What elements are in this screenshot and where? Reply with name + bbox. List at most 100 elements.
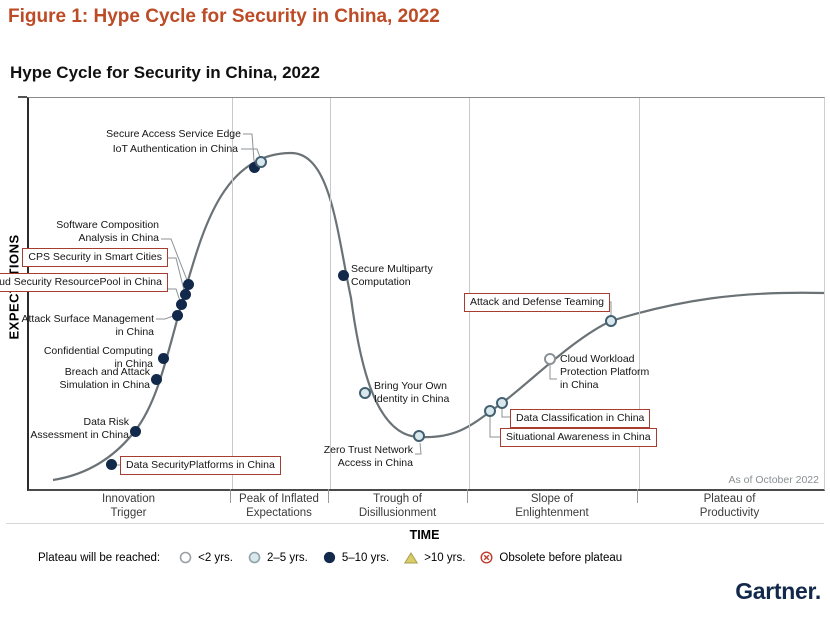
cloud-security-resource-pool-label: Cloud Security ResourcePool in China	[0, 273, 168, 292]
software-composition-analysis-label: Software Composition Analysis in China	[56, 219, 159, 245]
iot-authentication-label-line: IoT Authentication in China	[112, 143, 238, 155]
confidential-computing-dot	[157, 352, 169, 364]
phase-label-line: Slope of	[530, 493, 574, 505]
attack-and-defense-teaming-dot	[605, 315, 617, 327]
legend-item-label: Obsolete before plateau	[499, 551, 623, 564]
triangle-icon	[404, 551, 419, 564]
attack-surface-management-label-line: in China	[115, 326, 154, 338]
cloud-workload-protection-platform-connector	[549, 365, 557, 380]
bring-your-own-identity-dot	[359, 387, 371, 399]
obsolete-icon	[480, 551, 493, 564]
phase-label-1: Innovation Trigger	[27, 489, 230, 522]
confidential-computing-label: Confidential Computing in China	[44, 345, 153, 371]
zero-trust-network-access-label: Zero Trust Network Access in China	[324, 444, 413, 470]
data-security-platforms-label-line: Platforms in China	[189, 459, 275, 471]
zero-trust-network-access-dot	[413, 430, 425, 442]
breach-and-attack-simulation-label: Breach and Attack Simulation in China	[60, 366, 150, 392]
secure-multiparty-computation-label-line: Secure Multiparty	[351, 263, 433, 275]
breach-and-attack-simulation-label-line: Simulation in China	[59, 379, 150, 391]
iot-authentication-connector	[241, 148, 261, 158]
legend-item-label: <2 yrs.	[198, 551, 233, 564]
phase-label-line: Trough of	[373, 493, 422, 505]
attack-surface-management-label-line: Attack Surface Management	[21, 313, 155, 325]
phase-label-4: Slope of Enlightenment	[467, 489, 637, 522]
cloud-workload-protection-platform-label: Cloud Workload Protection Platform in Chin…	[560, 353, 649, 392]
phase-label-line: Trigger	[110, 507, 147, 519]
software-composition-analysis-dot	[182, 278, 194, 290]
phase-axis-tick-1	[230, 489, 231, 503]
phase-axis: Innovation Trigger Peak of Inflated Expecta…	[27, 489, 822, 522]
data-risk-assessment-label-line: Assessment in China	[30, 429, 129, 441]
situational-awareness-label-line: Situational Awareness in China	[506, 431, 651, 443]
secure-multiparty-computation-label-line: Computation	[351, 276, 411, 288]
cloud-security-resource-pool-label-line: Cloud Security Resource	[0, 276, 100, 288]
zero-trust-network-access-label-line: Access in China	[337, 457, 413, 469]
circle-dark-icon	[323, 551, 336, 564]
legend-item-5: Obsolete before plateau	[480, 551, 622, 564]
cps-security-in-smart-cities-dot	[179, 288, 191, 300]
secure-access-service-edge-dot	[248, 161, 260, 173]
phase-label-line: Peak of Inflated	[239, 493, 319, 505]
phase-axis-tick-3	[467, 489, 468, 503]
attack-and-defense-teaming-label: Attack and Defense Teaming	[463, 293, 610, 312]
phase-label-line: Expectations	[246, 507, 312, 519]
phase-label-3: Trough of Disillusionment	[328, 489, 467, 522]
confidential-computing-label-line: Confidential Computing	[43, 345, 153, 357]
data-risk-assessment-dot	[129, 425, 141, 437]
phase-label-line: Plateau of	[703, 493, 756, 505]
bring-your-own-identity-label-line: Bring Your Own	[374, 380, 447, 392]
phase-label-line: Disillusionment	[358, 507, 437, 519]
zero-trust-network-access-label-line: Zero Trust Network	[323, 444, 413, 456]
confidential-computing-label-line: in China	[114, 358, 153, 370]
zero-trust-network-access-connector	[415, 442, 422, 455]
cloud-security-resource-pool-dot	[175, 298, 187, 310]
phase-label-line: Enlightenment	[515, 507, 589, 519]
cps-security-in-smart-cities-label: CPS Security in Smart Cities	[22, 248, 168, 267]
software-composition-analysis-connector	[161, 238, 188, 281]
y-axis-top-tick	[18, 96, 27, 98]
attack-and-defense-teaming-label-line: Attack and Defense Teaming	[469, 296, 604, 308]
data-risk-assessment-label: Data Risk Assessment in China	[30, 416, 129, 442]
data-classification-dot	[496, 397, 508, 409]
cloud-workload-protection-platform-label-line: Cloud Workload	[560, 353, 635, 365]
legend-item-label: 5–10 yrs.	[341, 551, 390, 564]
bring-your-own-identity-label: Bring Your Own Identity in China	[374, 380, 449, 406]
legend-item-2: 2–5 yrs.	[248, 551, 308, 564]
gartner-logo: Gartner.	[735, 578, 821, 604]
secure-access-service-edge-label-line: Secure Access Service Edge	[106, 128, 241, 140]
legend-item-4: >10 yrs.	[404, 552, 465, 564]
data-classification-connector	[501, 409, 510, 418]
situational-awareness-label: Situational Awareness in China	[500, 428, 657, 447]
phase-label-2: Peak of Inflated Expectations	[230, 489, 328, 522]
software-composition-analysis-label-line: Software Composition	[56, 219, 159, 231]
attack-surface-management-dot	[171, 309, 183, 321]
attack-surface-management-label: Attack Surface Management in China	[22, 313, 155, 339]
legend-item-1: <2 yrs.	[179, 551, 233, 564]
cloud-security-resource-pool-connector	[168, 288, 181, 302]
phase-axis-underline	[6, 523, 824, 524]
secure-access-service-edge-connector	[243, 133, 255, 162]
secure-multiparty-computation-dot	[337, 269, 349, 281]
circle-open-icon	[179, 551, 192, 564]
attack-surface-management-connector	[156, 315, 174, 320]
phase-label-line: Productivity	[699, 507, 760, 519]
situational-awareness-dot	[484, 405, 496, 417]
chart-title: Hype Cycle for Security in China, 2022	[10, 63, 320, 82]
data-security-platforms-label-line: Data Security	[126, 459, 190, 471]
phase-axis-tick-4	[637, 489, 638, 503]
cps-security-in-smart-cities-label-line: CPS Security in Smart Cities	[28, 251, 162, 263]
phase-divider-4	[639, 98, 640, 489]
data-security-platforms-label: Data SecurityPlatforms in China	[120, 456, 281, 475]
phase-divider-1	[232, 98, 233, 489]
bring-your-own-identity-label-line: Identity in China	[374, 393, 450, 405]
cloud-workload-protection-platform-label-line: Protection Platform	[560, 366, 650, 378]
data-security-platforms-dot	[105, 458, 117, 470]
curve-path	[52, 151, 824, 482]
iot-authentication-label: IoT Authentication in China	[113, 143, 238, 156]
legend-item-label: 2–5 yrs.	[266, 551, 308, 564]
breach-and-attack-simulation-label-line: Breach and Attack	[64, 366, 150, 378]
cloud-workload-protection-platform-label-line: in China	[560, 379, 599, 391]
phase-label-line: Innovation	[101, 493, 156, 505]
secure-access-service-edge-label: Secure Access Service Edge	[106, 128, 241, 141]
